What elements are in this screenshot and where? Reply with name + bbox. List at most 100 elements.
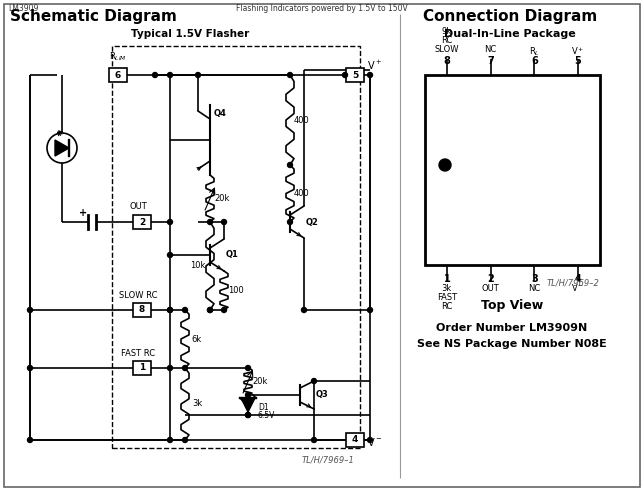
Circle shape — [287, 163, 292, 167]
Text: 1: 1 — [444, 274, 450, 284]
Text: Top View: Top View — [481, 299, 543, 311]
Polygon shape — [241, 398, 255, 412]
Circle shape — [153, 73, 158, 78]
Circle shape — [167, 219, 173, 224]
Text: 3k: 3k — [192, 400, 202, 409]
Text: See NS Package Number N08E: See NS Package Number N08E — [417, 339, 607, 349]
Text: V$^+$: V$^+$ — [571, 45, 585, 56]
Text: Dual-In-Line Package: Dual-In-Line Package — [444, 29, 576, 39]
Text: Q2: Q2 — [306, 218, 319, 226]
Circle shape — [312, 379, 316, 383]
Text: 8: 8 — [139, 305, 145, 315]
Text: V$^+$: V$^+$ — [367, 58, 382, 72]
Bar — [133, 361, 151, 375]
Text: Schematic Diagram: Schematic Diagram — [10, 8, 177, 24]
Text: TL/H/7969–2: TL/H/7969–2 — [547, 278, 600, 287]
Text: 9k: 9k — [442, 27, 452, 36]
Circle shape — [196, 73, 200, 78]
Circle shape — [222, 307, 227, 312]
Text: 6: 6 — [531, 56, 538, 66]
Text: 4: 4 — [574, 274, 582, 284]
Bar — [133, 303, 151, 317]
Bar — [346, 68, 364, 82]
Text: NC: NC — [484, 45, 497, 54]
Text: 10k: 10k — [191, 262, 205, 271]
Text: V$^-$: V$^-$ — [571, 282, 585, 293]
Text: 1: 1 — [139, 363, 145, 373]
Text: V$^-$: V$^-$ — [367, 436, 382, 448]
Text: Typical 1.5V Flasher: Typical 1.5V Flasher — [131, 29, 249, 39]
Text: NC: NC — [528, 284, 540, 293]
Circle shape — [245, 365, 251, 371]
Text: 20k: 20k — [252, 377, 268, 386]
Text: R$_L$: R$_L$ — [529, 45, 540, 57]
Circle shape — [245, 392, 251, 398]
Text: Q3: Q3 — [316, 390, 328, 400]
Text: +: + — [79, 208, 87, 218]
Circle shape — [287, 219, 292, 224]
Circle shape — [287, 73, 292, 78]
Text: FAST: FAST — [437, 293, 457, 302]
Text: SLOW RC: SLOW RC — [118, 291, 157, 300]
Text: Q4: Q4 — [214, 109, 227, 117]
Text: R$_{LIM}$: R$_{LIM}$ — [109, 51, 127, 63]
Circle shape — [167, 73, 173, 78]
Circle shape — [368, 307, 372, 312]
Circle shape — [167, 365, 173, 371]
Bar — [133, 215, 151, 229]
Text: 6: 6 — [115, 71, 121, 80]
Circle shape — [182, 365, 187, 371]
Text: 20k: 20k — [214, 194, 230, 203]
Circle shape — [439, 159, 451, 171]
Circle shape — [28, 365, 32, 371]
Text: D1: D1 — [258, 404, 269, 412]
Circle shape — [207, 307, 213, 312]
Text: Connection Diagram: Connection Diagram — [423, 8, 597, 24]
Text: 7: 7 — [488, 56, 494, 66]
Text: OUT: OUT — [129, 202, 147, 211]
Circle shape — [245, 412, 251, 417]
Text: 8: 8 — [444, 56, 450, 66]
Circle shape — [301, 307, 307, 312]
Circle shape — [368, 437, 372, 442]
Text: OUT: OUT — [482, 284, 500, 293]
Circle shape — [182, 437, 187, 442]
Text: LM3909: LM3909 — [8, 4, 39, 13]
Text: 3k: 3k — [442, 284, 452, 293]
Text: RC: RC — [441, 302, 453, 311]
Circle shape — [368, 73, 372, 78]
Text: 4: 4 — [352, 436, 358, 444]
Text: 400: 400 — [294, 189, 310, 198]
Text: Order Number LM3909N: Order Number LM3909N — [437, 323, 587, 333]
Text: SLOW: SLOW — [435, 45, 459, 54]
Circle shape — [222, 219, 227, 224]
Bar — [109, 68, 127, 82]
Text: RC: RC — [441, 36, 453, 45]
Circle shape — [167, 437, 173, 442]
Text: FAST RC: FAST RC — [121, 349, 155, 358]
Circle shape — [167, 252, 173, 257]
Bar — [425, 75, 600, 265]
Circle shape — [167, 307, 173, 312]
Circle shape — [28, 307, 32, 312]
Circle shape — [343, 73, 348, 78]
Circle shape — [207, 219, 213, 224]
Text: 5: 5 — [574, 56, 582, 66]
Circle shape — [167, 307, 173, 312]
Text: 400: 400 — [294, 115, 310, 125]
Bar — [346, 433, 364, 447]
Circle shape — [245, 412, 251, 417]
Polygon shape — [55, 140, 69, 156]
Text: 3: 3 — [531, 274, 538, 284]
Bar — [112, 46, 360, 448]
Circle shape — [182, 307, 187, 312]
Text: TL/H/7969–1: TL/H/7969–1 — [302, 456, 355, 464]
Circle shape — [207, 307, 213, 312]
Circle shape — [312, 437, 316, 442]
Text: 2: 2 — [139, 218, 145, 226]
Text: 6k: 6k — [192, 334, 202, 344]
Text: 2: 2 — [488, 274, 494, 284]
Text: 100: 100 — [228, 286, 244, 295]
Text: 6.5V: 6.5V — [258, 410, 276, 419]
Circle shape — [28, 437, 32, 442]
